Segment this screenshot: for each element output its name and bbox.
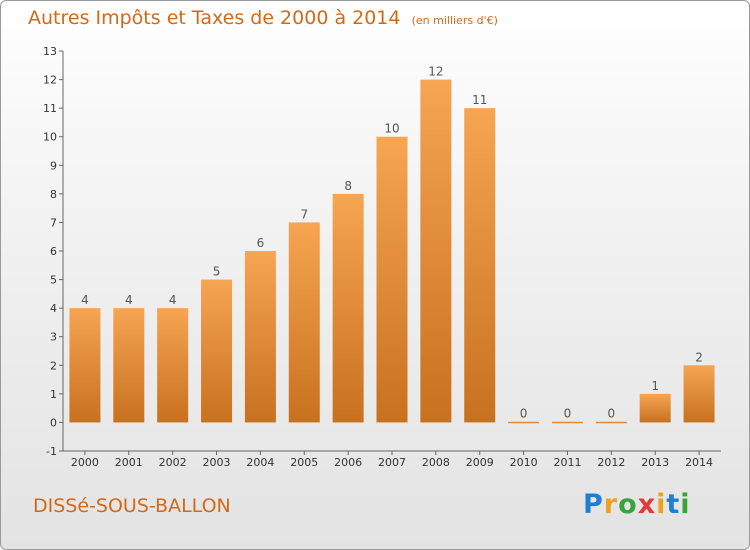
data-label: 6 xyxy=(257,236,265,250)
x-tick-label: 2011 xyxy=(553,456,581,469)
data-label: 7 xyxy=(300,207,308,221)
brand-letter: P xyxy=(583,489,604,520)
y-tick-label: -1 xyxy=(46,445,57,458)
x-tick-label: 2010 xyxy=(510,456,538,469)
bar xyxy=(551,421,583,424)
brand-letter: r xyxy=(603,489,619,520)
data-label: 0 xyxy=(608,407,616,421)
x-tick-label: 2008 xyxy=(422,456,450,469)
x-tick-label: 2001 xyxy=(115,456,143,469)
bar xyxy=(113,308,145,423)
bar xyxy=(201,279,233,423)
x-tick-label: 2014 xyxy=(685,456,713,469)
x-tick-label: 2005 xyxy=(290,456,318,469)
bar xyxy=(464,108,496,423)
bar xyxy=(288,222,320,423)
bar xyxy=(332,193,364,423)
bar xyxy=(376,136,408,423)
brand-letter: i xyxy=(656,489,667,520)
data-label: 1 xyxy=(651,379,659,393)
y-tick-label: 13 xyxy=(43,45,57,58)
chart-subtitle: (en milliers d'€) xyxy=(411,14,498,27)
bar xyxy=(69,308,101,423)
brand-letter: o xyxy=(618,489,638,520)
y-tick-label: 1 xyxy=(50,388,57,401)
data-label: 0 xyxy=(520,407,528,421)
bar xyxy=(244,251,276,423)
y-tick-label: 6 xyxy=(50,245,57,258)
bar xyxy=(683,365,715,423)
x-tick-label: 2012 xyxy=(597,456,625,469)
y-tick-label: 9 xyxy=(50,159,57,172)
y-tick-label: 2 xyxy=(50,359,57,372)
data-label: 0 xyxy=(564,407,572,421)
bar xyxy=(157,308,189,423)
brand-letter: x xyxy=(637,489,657,520)
x-tick-label: 2013 xyxy=(641,456,669,469)
bar xyxy=(639,393,671,423)
x-tick-label: 2006 xyxy=(334,456,362,469)
chart-title: Autres Impôts et Taxes de 2000 à 2014 xyxy=(28,7,401,29)
x-tick-label: 2002 xyxy=(159,456,187,469)
x-tick-label: 2003 xyxy=(203,456,231,469)
data-label: 4 xyxy=(169,293,177,307)
y-tick-label: 8 xyxy=(50,188,57,201)
y-tick-label: 4 xyxy=(50,302,57,315)
data-label: 4 xyxy=(81,293,89,307)
bar xyxy=(508,421,540,424)
x-tick-label: 2009 xyxy=(466,456,494,469)
data-label: 2 xyxy=(695,350,703,364)
data-label: 5 xyxy=(213,265,221,279)
y-tick-label: 10 xyxy=(43,131,57,144)
y-tick-label: 0 xyxy=(50,416,57,429)
y-tick-label: 12 xyxy=(43,74,57,87)
x-tick-label: 2007 xyxy=(378,456,406,469)
city-name: DISSé-SOUS-BALLON xyxy=(33,495,231,517)
bar xyxy=(595,421,627,424)
data-label: 12 xyxy=(428,65,443,79)
data-label: 8 xyxy=(344,179,352,193)
x-tick-label: 2004 xyxy=(246,456,274,469)
data-label: 11 xyxy=(472,93,487,107)
bar xyxy=(420,79,452,423)
y-tick-label: 5 xyxy=(50,274,57,287)
data-label: 10 xyxy=(384,122,399,136)
brand-logo: Proxiti xyxy=(583,489,691,520)
title-line: Autres Impôts et Taxes de 2000 à 2014 (e… xyxy=(28,7,498,29)
y-tick-label: 3 xyxy=(50,331,57,344)
y-tick-label: 11 xyxy=(43,102,57,115)
brand-letter: t xyxy=(666,489,681,520)
x-tick-label: 2000 xyxy=(71,456,99,469)
brand-letter: i xyxy=(680,489,691,520)
data-label: 4 xyxy=(125,293,133,307)
y-tick-label: 7 xyxy=(50,216,57,229)
